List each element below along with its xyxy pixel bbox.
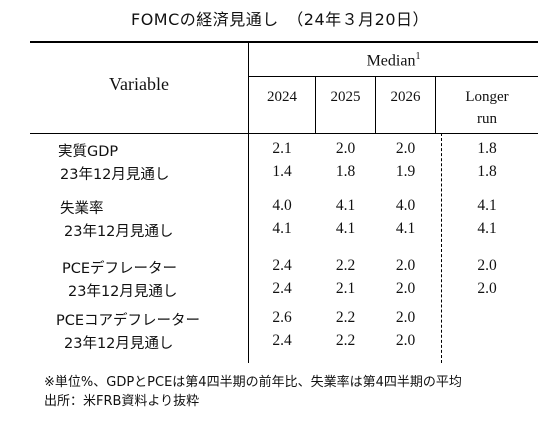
value-unemp-longer-run: 4.1 xyxy=(477,197,497,214)
header-bottom-rule xyxy=(30,133,538,134)
value-unemp-2024: 4.0 xyxy=(272,197,292,214)
page-title: FOMCの経済見通し （24年３月20日） xyxy=(131,10,429,29)
value-gdp-dec-2025: 1.8 xyxy=(335,163,356,180)
value-pce-dec-2025: 2.1 xyxy=(335,280,356,297)
row-label-real-gdp: 実質GDP xyxy=(58,144,119,160)
source-note: 出所：米FRB資料より抜粋 xyxy=(44,394,200,409)
units-note: ※単位%、GDPとPCEは第4四半期の前年比、失業率は第4四半期の平均 xyxy=(44,375,462,390)
value-pce-2025: 2.2 xyxy=(335,257,356,274)
row-label-unemployment: 失業率 xyxy=(60,201,104,217)
value-unemp-2026: 4.0 xyxy=(395,197,416,214)
value-gdp-longer-run: 1.8 xyxy=(477,140,497,157)
value-pce-2026: 2.0 xyxy=(395,257,416,274)
year-header-2026: 2026 xyxy=(390,89,421,105)
value-core-pce-2026: 2.0 xyxy=(395,309,416,326)
value-core-pce-2024: 2.6 xyxy=(272,309,292,326)
value-gdp-2025: 2.0 xyxy=(335,140,356,157)
year-header-2024: 2024 xyxy=(267,89,297,105)
value-core-pce-dec-2024: 2.4 xyxy=(272,332,292,349)
value-unemp-dec-2026: 4.1 xyxy=(395,220,416,237)
value-pce-dec-2026: 2.0 xyxy=(395,280,416,297)
value-gdp-dec-2026: 1.9 xyxy=(395,163,416,180)
value-unemp-2025: 4.1 xyxy=(335,197,356,214)
value-gdp-2024: 2.1 xyxy=(272,140,292,157)
year-divider-1 xyxy=(315,76,316,133)
variable-header: Variable xyxy=(109,74,169,94)
year-divider-2 xyxy=(375,76,376,133)
value-core-pce-dec-2026: 2.0 xyxy=(395,332,416,349)
value-pce-longer-run: 2.0 xyxy=(477,257,497,274)
value-core-pce-dec-2025: 2.2 xyxy=(335,332,356,349)
year-header-2025: 2025 xyxy=(330,89,361,105)
value-gdp-2026: 2.0 xyxy=(395,140,416,157)
year-divider-3 xyxy=(435,76,436,133)
footnote-marker: 1 xyxy=(415,51,421,62)
value-gdp-dec-2024: 1.4 xyxy=(272,163,292,180)
projection-table: Variable Median1 2024 2025 2026 Longer r… xyxy=(30,41,538,363)
variable-column-divider xyxy=(248,41,249,363)
longer-run-header: Longer run xyxy=(465,89,509,127)
row-label-unemployment-dec: 23年12月見通し xyxy=(64,224,174,240)
row-label-pce: PCEデフレーター xyxy=(62,261,178,277)
median-header: Median1 xyxy=(366,51,421,70)
median-underline xyxy=(249,76,538,77)
longer-run-dashed-divider xyxy=(441,133,442,363)
value-unemp-dec-2025: 4.1 xyxy=(335,220,356,237)
value-unemp-dec-2024: 4.1 xyxy=(272,220,292,237)
row-label-pce-dec: 23年12月見通し xyxy=(68,284,178,300)
row-label-core-pce: PCEコアデフレーター xyxy=(56,313,201,329)
value-core-pce-2025: 2.2 xyxy=(335,309,356,326)
value-pce-dec-2024: 2.4 xyxy=(272,280,292,297)
value-gdp-dec-longer-run: 1.8 xyxy=(477,163,497,180)
row-label-core-pce-dec: 23年12月見通し xyxy=(64,336,174,352)
value-pce-2024: 2.4 xyxy=(272,257,292,274)
value-unemp-dec-longer-run: 4.1 xyxy=(477,220,497,237)
value-pce-dec-longer-run: 2.0 xyxy=(477,280,497,297)
row-label-real-gdp-dec: 23年12月見通し xyxy=(60,167,170,183)
table-top-rule xyxy=(30,41,538,43)
